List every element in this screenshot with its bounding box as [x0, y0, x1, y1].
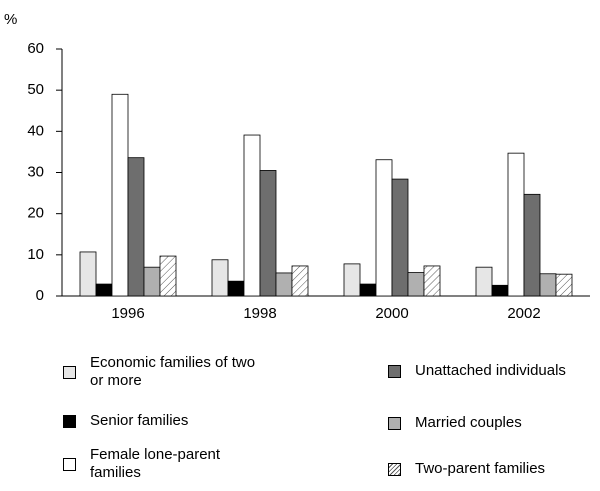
y-tick-label: 50 — [27, 81, 44, 98]
bar — [359, 283, 377, 297]
bar — [507, 152, 525, 297]
y-tick-label: 10 — [27, 246, 44, 263]
bar — [491, 284, 509, 297]
x-tick-label: 2000 — [375, 305, 408, 322]
bar — [407, 272, 425, 297]
bar — [375, 159, 393, 297]
bar — [275, 272, 293, 297]
y-tick-label: 40 — [27, 122, 44, 139]
bar — [211, 259, 229, 297]
bar — [391, 178, 409, 297]
legend-swatch — [388, 462, 401, 476]
bar — [291, 265, 309, 297]
legend-swatch — [388, 364, 401, 378]
legend-label: Senior families — [90, 412, 189, 429]
y-tick-label: 20 — [27, 205, 44, 222]
bar — [227, 280, 245, 297]
legend-item: Two-parent families — [388, 451, 595, 487]
bar — [555, 273, 573, 297]
bar — [243, 134, 261, 297]
x-tick-label: 1996 — [111, 305, 144, 322]
legend-item: Unattached individuals — [388, 353, 595, 389]
y-axis-label: % — [4, 11, 17, 28]
y-tick-label: 0 — [36, 287, 44, 304]
legend-swatch — [388, 416, 401, 430]
bar — [159, 255, 177, 297]
bar — [143, 266, 161, 297]
y-tick-label: 60 — [27, 40, 44, 57]
legend-item: Senior families — [63, 403, 270, 439]
bar — [475, 266, 493, 297]
bar — [343, 263, 361, 297]
bar — [95, 283, 113, 297]
bar — [423, 265, 441, 297]
bar — [127, 157, 145, 297]
legend-label: Two-parent families — [415, 460, 546, 477]
legend-swatch — [63, 457, 76, 471]
legend-item: Economic families of two or more — [63, 354, 270, 390]
legend-swatch — [63, 414, 76, 428]
chart: % 0 10 20 30 40 50 60 1996 1998 2000 2002 — [4, 11, 590, 322]
legend-label: Economic families of two or more — [90, 354, 256, 389]
bar — [539, 273, 557, 297]
legend-item: Married couples — [388, 405, 595, 441]
legend-swatch — [63, 365, 76, 379]
legend-item: Female lone-parent families — [63, 446, 270, 482]
legend-label: Unattached individuals — [415, 362, 566, 379]
x-tick-label: 2002 — [507, 305, 540, 322]
bar — [79, 251, 97, 297]
bar — [523, 193, 541, 297]
legend-label: Married couples — [415, 414, 522, 431]
bar — [259, 170, 277, 297]
y-tick-label: 30 — [27, 163, 44, 180]
legend-label: Female lone-parent families — [90, 446, 221, 481]
bar — [111, 93, 129, 297]
x-tick-label: 1998 — [243, 305, 276, 322]
